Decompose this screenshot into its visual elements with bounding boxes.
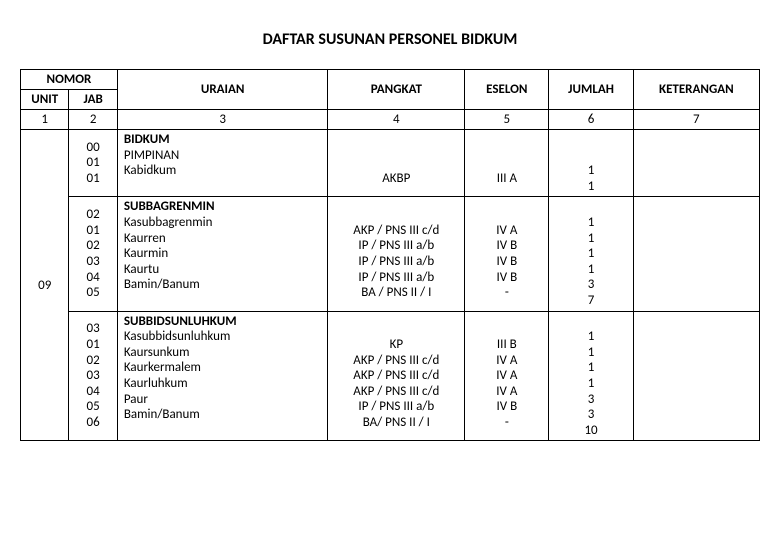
colnum-4: 4 (328, 110, 465, 130)
page-title: DAFTAR SUSUNAN PERSONEL BIDKUM (20, 30, 760, 49)
header-jab: JAB (69, 90, 117, 110)
jumlah-cell: 1 1 1 1 3 3 10 (549, 311, 633, 441)
section-heading: BIDKUM (124, 132, 322, 148)
colnum-1: 1 (21, 110, 69, 130)
table-row: 09 00 01 01 BIDKUM PIMPINAN Kabidkum AKB… (21, 130, 760, 197)
eselon-cell: III B IV A IV A IV A IV B - (465, 311, 549, 441)
header-ket: KETERANGAN (633, 70, 759, 110)
header-eselon: ESELON (465, 70, 549, 110)
jumlah-cell: 1 1 (549, 130, 633, 197)
uraian-cell: SUBBAGRENMIN Kasubbagrenmin Kaurren Kaur… (117, 197, 328, 311)
jab-cell: 00 01 01 (69, 130, 117, 197)
header-jumlah: JUMLAH (549, 70, 633, 110)
section-heading: SUBBIDSUNLUHKUM (124, 314, 322, 330)
unit-cell: 09 (21, 130, 69, 441)
personnel-table: NOMOR URAIAN PANGKAT ESELON JUMLAH KETER… (20, 69, 760, 441)
eselon-cell: IV A IV B IV B IV B - (465, 197, 549, 311)
table-row: 02 01 02 03 04 05 SUBBAGRENMIN Kasubbagr… (21, 197, 760, 311)
pangkat-cell: AKBP (328, 130, 465, 197)
colnum-3: 3 (117, 110, 328, 130)
colnum-5: 5 (465, 110, 549, 130)
colnum-7: 7 (633, 110, 759, 130)
pangkat-cell: KP AKP / PNS III c/d AKP / PNS III c/d A… (328, 311, 465, 441)
colnum-6: 6 (549, 110, 633, 130)
ket-cell (633, 311, 759, 441)
table-row: 03 01 02 03 04 05 06 SUBBIDSUNLUHKUM Kas… (21, 311, 760, 441)
jab-cell: 03 01 02 03 04 05 06 (69, 311, 117, 441)
jab-cell: 02 01 02 03 04 05 (69, 197, 117, 311)
ket-cell (633, 130, 759, 197)
eselon-cell: III A (465, 130, 549, 197)
ket-cell (633, 197, 759, 311)
uraian-cell: SUBBIDSUNLUHKUM Kasubbidsunluhkum Kaursu… (117, 311, 328, 441)
uraian-cell: BIDKUM PIMPINAN Kabidkum (117, 130, 328, 197)
header-pangkat: PANGKAT (328, 70, 465, 110)
section-heading: SUBBAGRENMIN (124, 199, 322, 215)
colnum-2: 2 (69, 110, 117, 130)
header-uraian: URAIAN (117, 70, 328, 110)
header-unit: UNIT (21, 90, 69, 110)
jumlah-cell: 1 1 1 1 3 7 (549, 197, 633, 311)
pangkat-cell: AKP / PNS III c/d IP / PNS III a/b IP / … (328, 197, 465, 311)
header-nomor: NOMOR (21, 70, 118, 90)
